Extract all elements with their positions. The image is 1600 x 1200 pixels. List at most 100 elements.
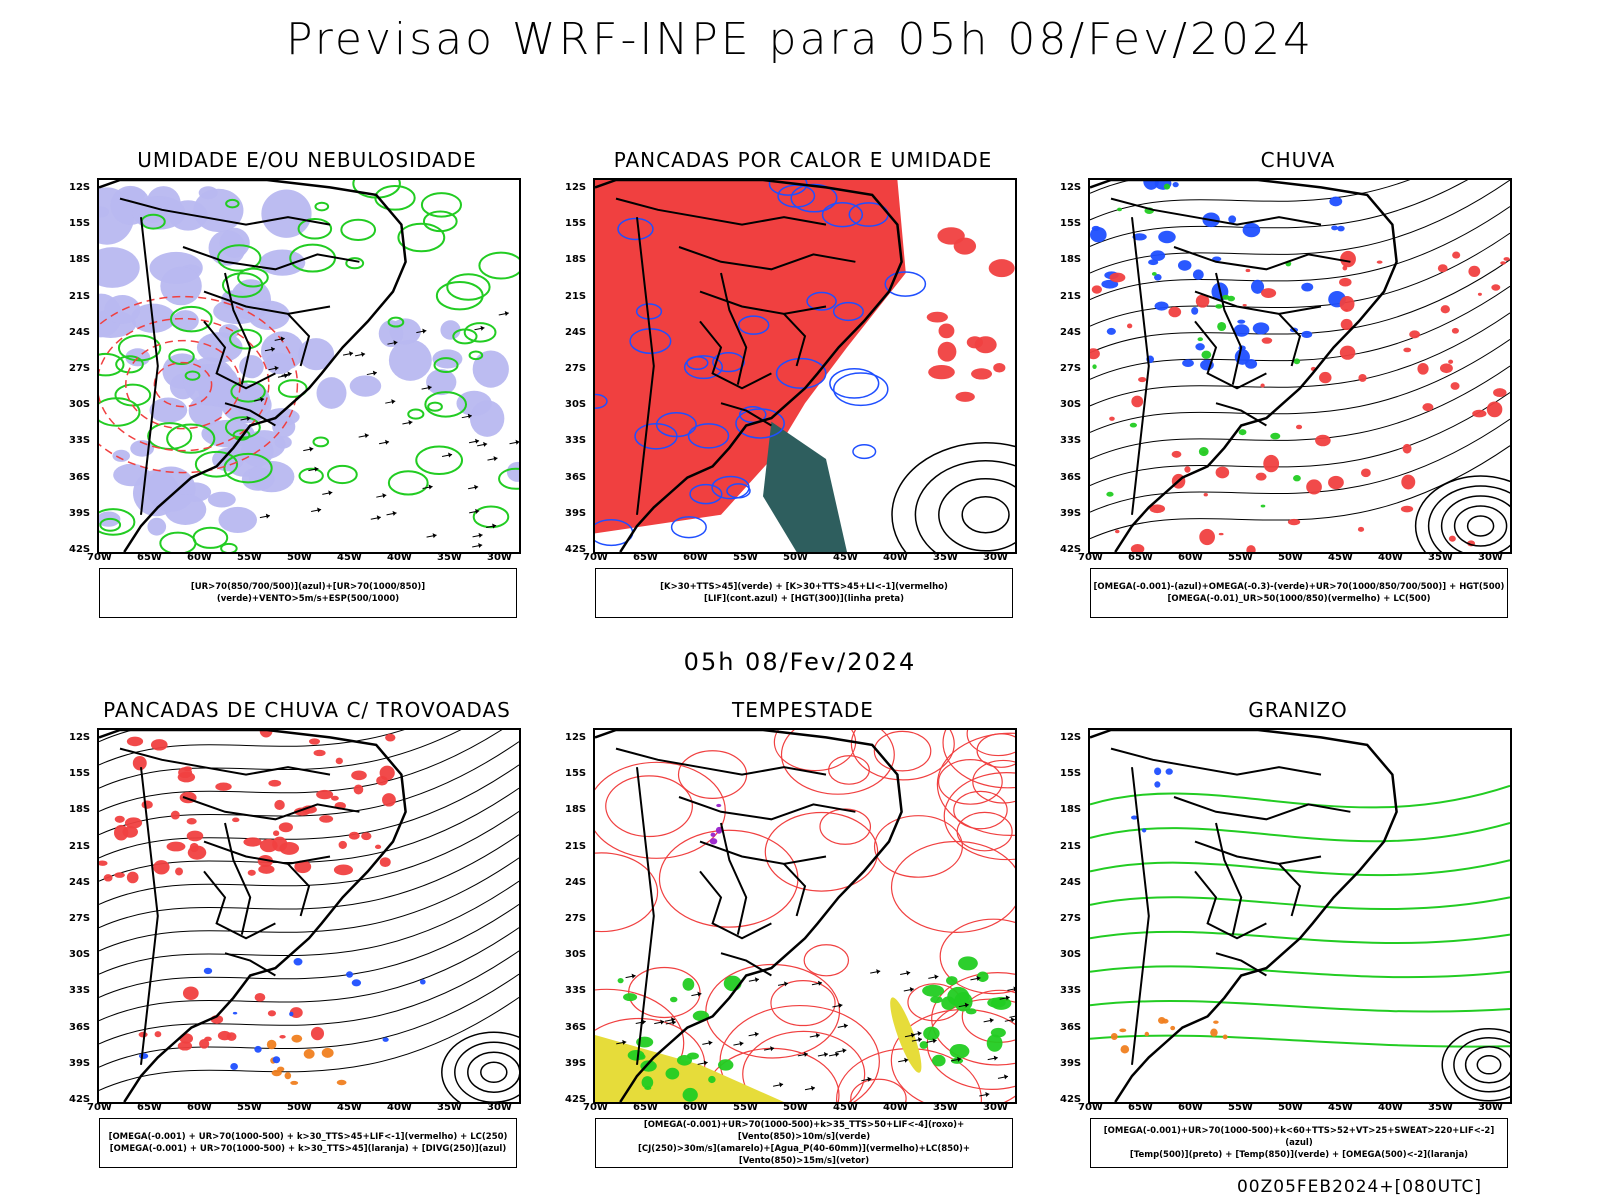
- low-pressure-contours: [441, 1031, 519, 1102]
- longitude-tick-label: 60W: [683, 1102, 708, 1113]
- coastline-and-borders: [1090, 730, 1398, 1102]
- lifted-index-contours: [595, 180, 927, 547]
- legend-line: [Temp(500)](preto) + [Temp(850)](verde) …: [1129, 1150, 1469, 1160]
- longitude-tick-label: 55W: [237, 1102, 262, 1113]
- latitude-tick-label: 42S: [1060, 544, 1082, 555]
- longitude-tick-label: 55W: [1228, 1102, 1253, 1113]
- panel-title: CHUVA: [1260, 148, 1336, 172]
- latitude-tick-label: 27S: [69, 363, 91, 374]
- latitude-tick-label: 21S: [69, 840, 91, 852]
- map-canvas: [1090, 730, 1510, 1102]
- latitude-tick-label: 12S: [565, 732, 587, 743]
- latitude-tick-label: 39S: [69, 507, 91, 519]
- longitude-tick-label: 65W: [137, 552, 162, 563]
- longitude-tick-label: 60W: [187, 1102, 212, 1113]
- latitude-tick-label: 30S: [565, 949, 587, 961]
- map-canvas: [595, 180, 1015, 552]
- latitude-tick-label: 42S: [565, 544, 587, 555]
- panel-title: UMIDADE E/OU NEBULOSIDADE: [137, 148, 477, 172]
- map-canvas: [1090, 180, 1510, 552]
- latitude-tick-label: 15S: [69, 768, 91, 780]
- longitude-tick-label: 35W: [933, 1102, 958, 1113]
- longitude-tick-label: 55W: [733, 552, 758, 563]
- temp500-contours: [1441, 1028, 1510, 1102]
- longitude-tick-label: 60W: [1178, 1102, 1203, 1113]
- map-canvas: [99, 730, 519, 1102]
- humidity-blue-area: [99, 185, 312, 536]
- longitude-tick-label: 55W: [733, 1102, 758, 1113]
- latitude-tick-label: 24S: [565, 876, 587, 888]
- panel-title: PANCADAS POR CALOR E UMIDADE: [613, 148, 993, 172]
- latitude-tick-label: 36S: [69, 471, 91, 483]
- latitude-tick-label: 36S: [1060, 1021, 1082, 1033]
- hgt500-contours: [1090, 180, 1510, 540]
- latitude-tick-label: 12S: [1060, 732, 1082, 743]
- coastline-and-borders: [99, 730, 407, 1102]
- map-panel: [1088, 178, 1512, 554]
- legend-line: [K>30+TTS>45](verde) + [K>30+TTS>45+LI<-…: [660, 582, 948, 592]
- longitude-tick-label: 35W: [933, 552, 958, 563]
- longitude-tick-label: 40W: [387, 552, 412, 563]
- latitude-tick-label: 36S: [565, 1021, 587, 1033]
- longitude-tick-label: 65W: [633, 552, 658, 563]
- lc250-streamlines: [99, 730, 519, 1091]
- longitude-tick-label: 55W: [1228, 552, 1253, 563]
- map-canvas: [595, 730, 1015, 1102]
- latitude-tick-label: 33S: [565, 435, 587, 447]
- low-pressure-contours: [1414, 475, 1510, 552]
- panel-legend: [OMEGA(-0.001)+UR>70(1000-500)+k<60+TTS>…: [1090, 1118, 1508, 1168]
- purple-storm-patches: [709, 803, 723, 845]
- latitude-tick-label: 33S: [69, 435, 91, 447]
- legend-line: [OMEGA(-0.001)-(azul)+OMEGA(-0.3)-(verde…: [1093, 582, 1505, 592]
- latitude-tick-label: 30S: [565, 399, 587, 411]
- longitude-tick-label: 30W: [983, 552, 1008, 563]
- legend-line: [OMEGA(-0.001)+UR>70(1000-500)+k<60+TTS>…: [1103, 1126, 1495, 1148]
- longitude-tick-label: 50W: [783, 1102, 808, 1113]
- latitude-tick-label: 36S: [1060, 471, 1082, 483]
- longitude-tick-label: 45W: [337, 1102, 362, 1113]
- legend-line: [UR>70(850/700/500)](azul)+[UR>70(1000/8…: [190, 582, 426, 604]
- longitude-tick-label: 30W: [487, 1102, 512, 1113]
- coastline-and-borders: [99, 180, 407, 552]
- legend-line: [OMEGA(-0.01)_UR>50(1000/850)(vermelho) …: [1167, 594, 1431, 604]
- omega-green-patches: [1092, 183, 1301, 508]
- latitude-tick-label: 12S: [1060, 182, 1082, 193]
- latitude-tick-label: 30S: [1060, 949, 1082, 961]
- latitude-tick-label: 15S: [1060, 218, 1082, 230]
- latitude-tick-label: 15S: [565, 768, 587, 780]
- longitude-tick-label: 35W: [437, 552, 462, 563]
- longitude-tick-label: 45W: [1328, 552, 1353, 563]
- panel-legend: [OMEGA(-0.001)+UR>70(1000-500)+k>35_TTS>…: [595, 1118, 1013, 1168]
- latitude-tick-label: 12S: [69, 182, 91, 193]
- map-panel: [593, 728, 1017, 1104]
- red-patches-ocean: [926, 227, 1015, 402]
- latitude-tick-label: 27S: [1060, 913, 1082, 924]
- longitude-tick-label: 65W: [1128, 552, 1153, 563]
- latitude-tick-label: 21S: [565, 840, 587, 852]
- legend-line: [OMEGA(-0.001) + UR>70(1000-500) + k>30_…: [109, 1144, 507, 1154]
- longitude-tick-label: 40W: [1378, 1102, 1403, 1113]
- latitude-tick-label: 18S: [565, 254, 587, 266]
- latitude-tick-label: 33S: [1060, 985, 1082, 997]
- longitude-tick-label: 50W: [287, 552, 312, 563]
- omega-blue-patches: [1090, 180, 1346, 371]
- latitude-tick-label: 36S: [565, 471, 587, 483]
- longitude-tick-label: 70W: [87, 552, 112, 563]
- wind850-vectors: [616, 969, 1015, 1097]
- longitude-tick-label: 50W: [287, 1102, 312, 1113]
- wind-vectors: [240, 310, 519, 549]
- longitude-tick-label: 45W: [1328, 1102, 1353, 1113]
- green-instability-area: [763, 421, 847, 552]
- longitude-tick-label: 70W: [1078, 552, 1103, 563]
- latitude-tick-label: 18S: [69, 804, 91, 816]
- red-storm-patches: [99, 730, 396, 884]
- latitude-tick-label: 27S: [69, 913, 91, 924]
- latitude-tick-label: 36S: [69, 1021, 91, 1033]
- panel-title: TEMPESTADE: [732, 698, 874, 722]
- longitude-tick-label: 50W: [1278, 552, 1303, 563]
- hgt300-contours: [891, 442, 1015, 552]
- red-rain-patches: [1090, 250, 1510, 552]
- longitude-tick-label: 65W: [633, 1102, 658, 1113]
- longitude-tick-label: 60W: [187, 552, 212, 563]
- latitude-tick-label: 24S: [69, 326, 91, 338]
